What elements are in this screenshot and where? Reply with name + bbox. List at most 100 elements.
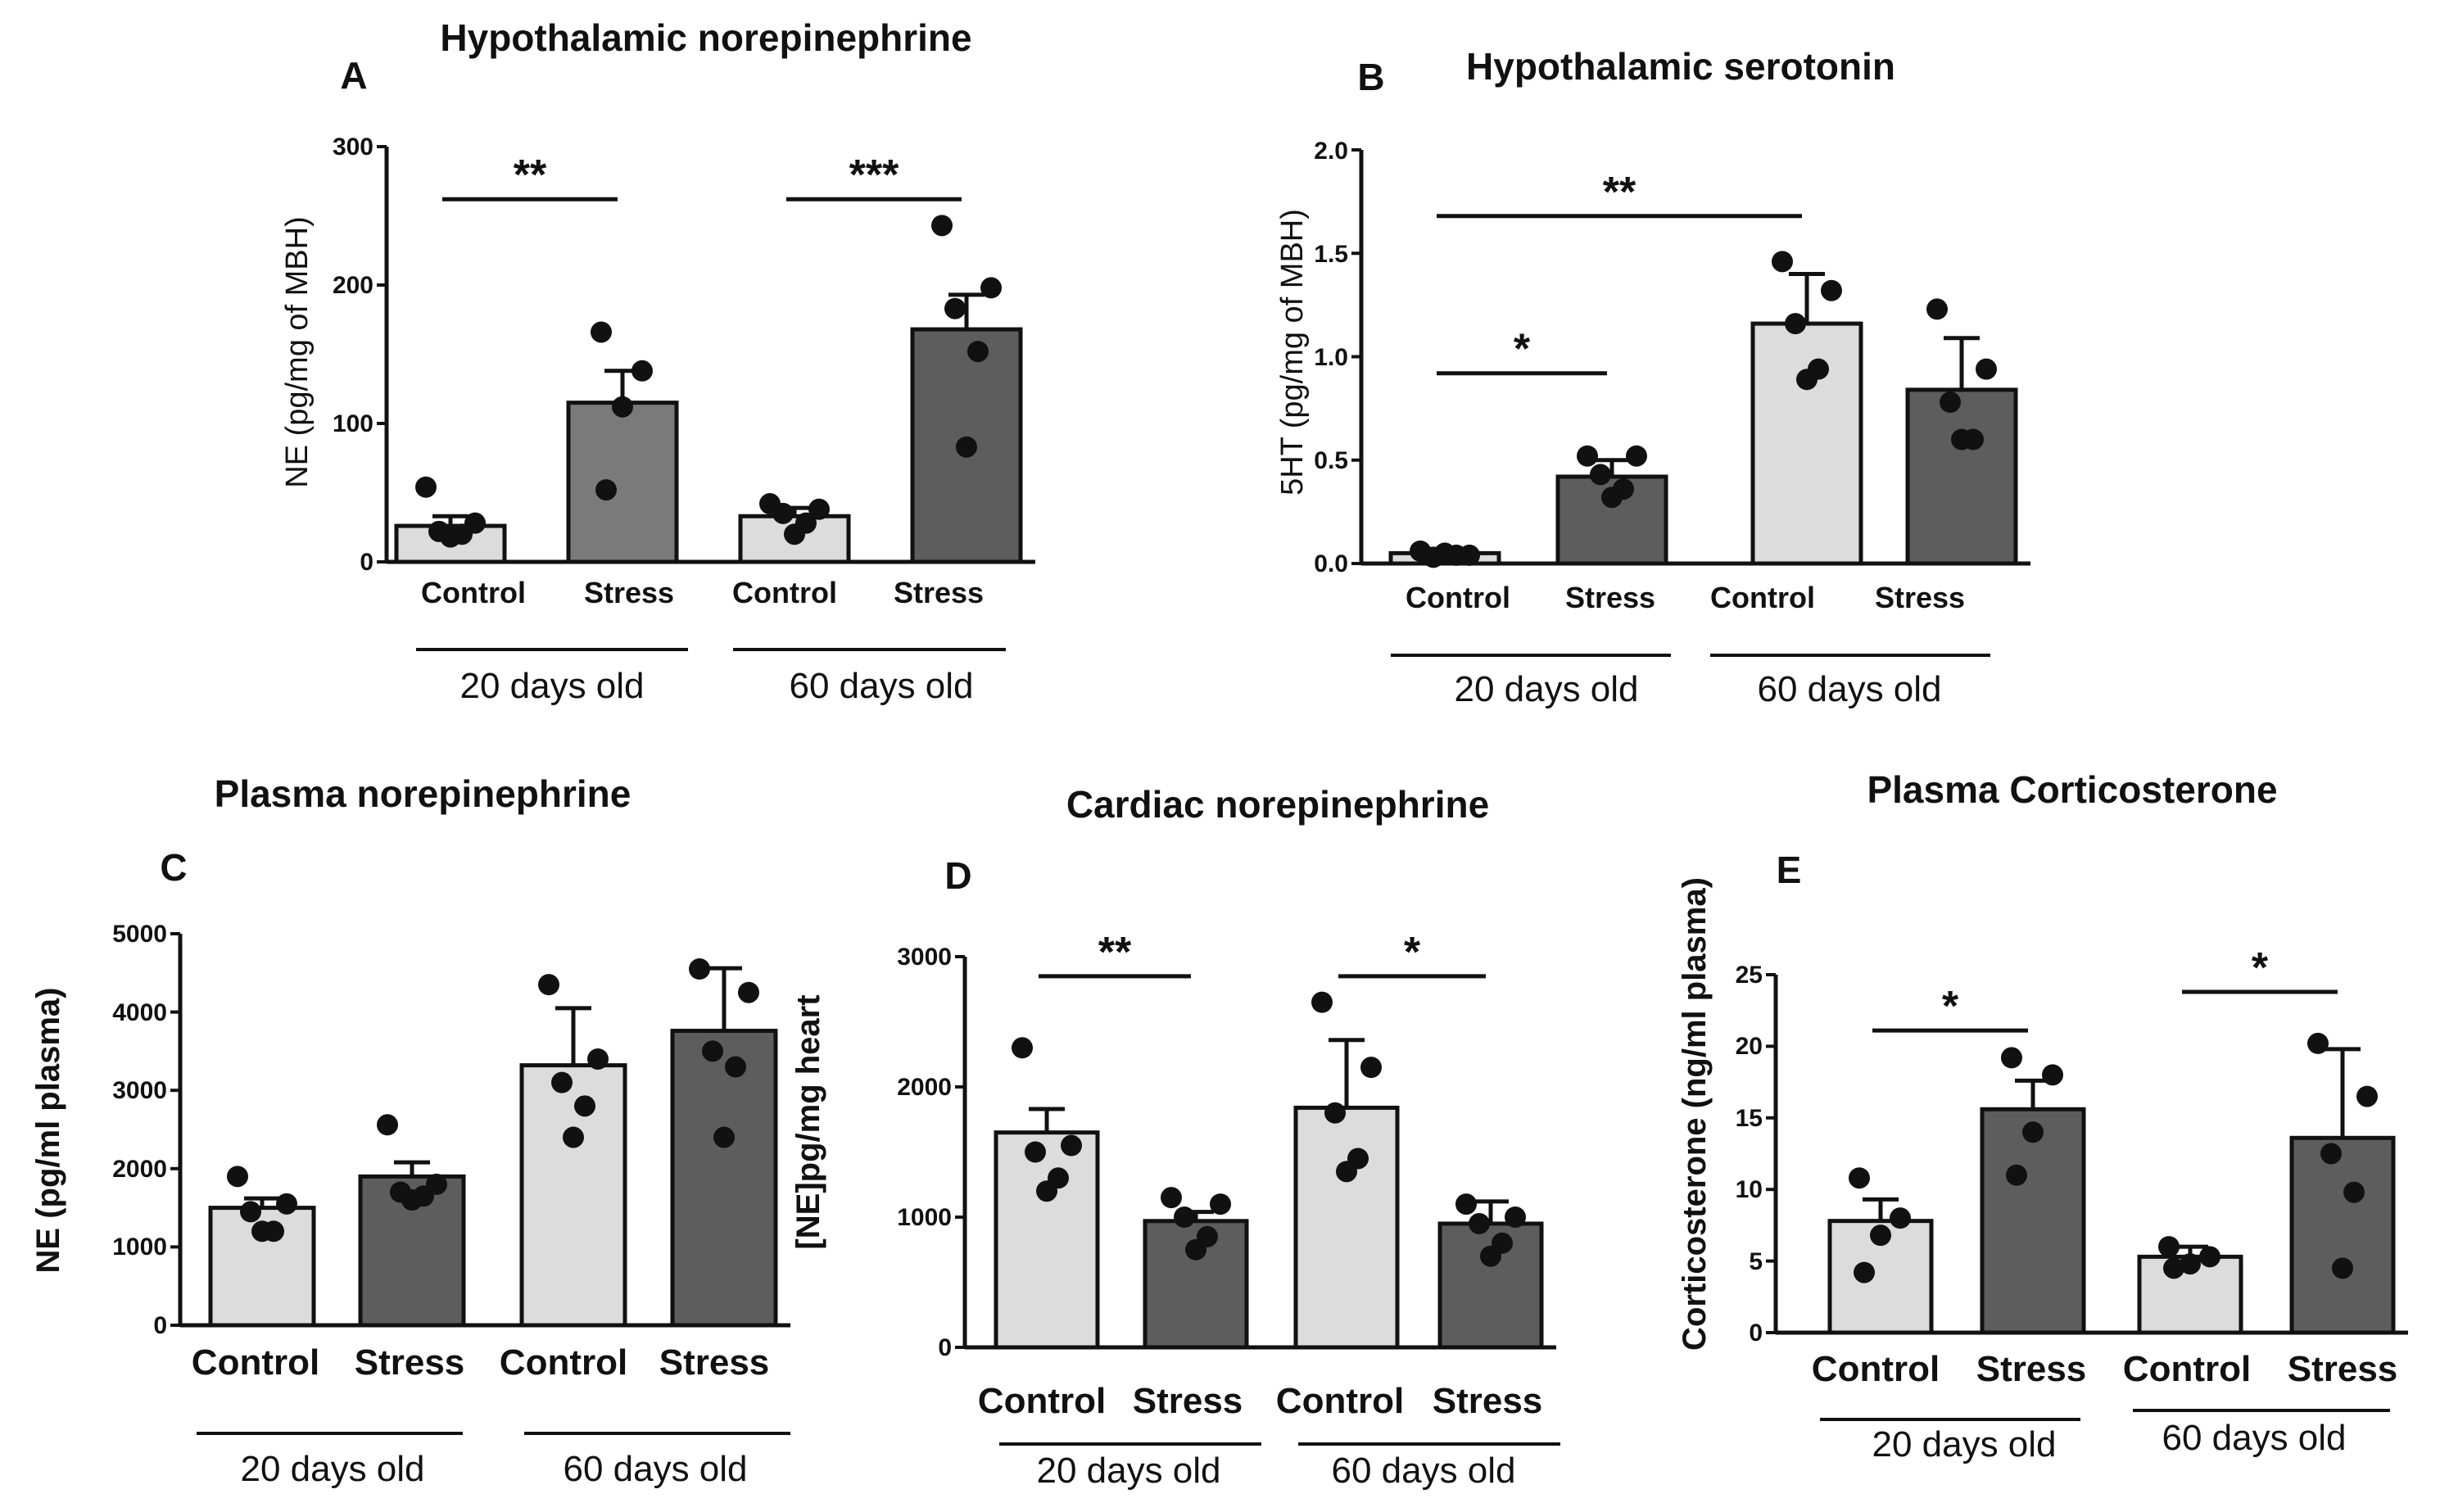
significance-label: *** — [849, 152, 899, 199]
data-point — [595, 479, 617, 501]
category-label: Control — [500, 1342, 627, 1383]
y-tick-label: 5 — [1749, 1248, 1763, 1275]
panel-e: Plasma Corticosterone E Corticosterone (… — [1677, 768, 2408, 1464]
group-label: 60 days old — [1757, 669, 1941, 709]
category-label: Control — [1276, 1381, 1404, 1421]
panel-e-letter: E — [1777, 849, 1802, 891]
data-point — [1185, 1238, 1206, 1261]
panel-b-title: Hypothalamic serotonin — [1466, 45, 1895, 88]
y-tick-label: 300 — [333, 134, 373, 161]
data-point — [1311, 991, 1333, 1013]
bar — [1293, 1105, 1400, 1350]
category-label: Control — [732, 576, 837, 609]
data-point — [538, 974, 559, 996]
data-point — [1772, 251, 1793, 273]
category-label: Control — [1812, 1349, 1940, 1389]
data-point — [1036, 1180, 1057, 1202]
data-point — [1870, 1225, 1891, 1247]
data-point — [1626, 445, 1647, 467]
category-label: Control — [978, 1381, 1106, 1421]
data-point — [2320, 1143, 2342, 1165]
data-point — [2022, 1121, 2044, 1143]
significance-label: ** — [1603, 169, 1636, 216]
panel-e-ylabel: Corticosterone (ng/ml plasma) — [1677, 877, 1713, 1351]
data-point — [702, 1040, 723, 1062]
y-tick-label: 2000 — [112, 1156, 167, 1183]
category-label: Stress — [355, 1342, 465, 1383]
data-point — [772, 502, 794, 524]
group-label: 20 days old — [1872, 1424, 2056, 1464]
y-tick-label: 1.0 — [1314, 344, 1348, 371]
data-point — [1161, 1187, 1182, 1209]
data-point — [587, 1048, 609, 1070]
bar — [2289, 1135, 2396, 1335]
data-point — [689, 958, 710, 980]
panel-b-letter: B — [1357, 56, 1384, 98]
data-point — [1940, 392, 1961, 414]
data-point — [1505, 1206, 1526, 1228]
data-point — [591, 321, 612, 343]
y-tick-label: 2000 — [897, 1074, 952, 1101]
bar — [994, 1130, 1100, 1350]
significance-label: * — [2252, 944, 2269, 992]
category-label: Stress — [659, 1342, 770, 1383]
panel-a-letter: A — [340, 54, 367, 97]
bar — [1750, 321, 1863, 566]
y-tick-label: 0 — [360, 549, 373, 576]
y-tick-label: 0.5 — [1314, 447, 1348, 474]
bar — [1905, 387, 2018, 566]
group-label: 20 days old — [240, 1449, 424, 1489]
category-label: Control — [421, 576, 526, 609]
data-point — [276, 1193, 297, 1215]
data-point — [2199, 1246, 2220, 1268]
panel-a-y-ticks: 0 100 200 300 — [333, 134, 373, 576]
data-point — [713, 1126, 735, 1148]
y-tick-label: 100 — [333, 410, 373, 437]
data-point — [1061, 1134, 1082, 1157]
group-label: 60 days old — [1331, 1451, 1515, 1491]
panel-a-category-labels: Control Stress Control Stress — [421, 576, 984, 609]
data-point — [2332, 1257, 2353, 1279]
data-point — [1324, 1102, 1346, 1124]
panel-d-y-ticks: 0 1000 2000 3000 — [897, 944, 952, 1361]
panel-e-title: Plasma Corticosterone — [1867, 768, 2277, 811]
y-tick-label: 4000 — [112, 999, 167, 1026]
data-point — [1601, 487, 1623, 509]
panel-a-title: Hypothalamic norepinephrine — [440, 16, 971, 59]
panel-c-ylabel: NE (pg/ml plasma) — [30, 988, 66, 1274]
data-point — [2356, 1085, 2378, 1107]
bar — [1437, 1221, 1544, 1350]
data-point — [931, 215, 953, 237]
panel-c-title: Plasma norepinephrine — [215, 772, 632, 815]
data-point — [2158, 1236, 2180, 1258]
panel-a-ylabel: NE (pg/mg of MBH) — [280, 216, 315, 488]
y-tick-label: 1000 — [112, 1234, 167, 1261]
y-tick-label: 10 — [1736, 1176, 1763, 1203]
significance-label: ** — [514, 152, 547, 199]
significance-label: ** — [1098, 929, 1132, 976]
data-point — [240, 1201, 261, 1223]
category-label: Stress — [1976, 1349, 2087, 1389]
group-label: 20 days old — [1036, 1451, 1220, 1491]
y-tick-label: 2.0 — [1314, 138, 1348, 165]
data-point — [574, 1095, 595, 1117]
data-point — [1951, 428, 1972, 450]
significance-label: * — [1404, 929, 1421, 976]
group-label: 60 days old — [563, 1449, 747, 1489]
significance-label: * — [1942, 983, 1959, 1030]
data-point — [944, 297, 966, 319]
bar — [566, 401, 679, 564]
data-point — [1926, 298, 1948, 320]
panel-e-y-ticks: 0 5 10 15 20 25 — [1736, 962, 1763, 1347]
data-point — [1849, 1167, 1870, 1189]
data-point — [738, 981, 759, 1003]
y-tick-label: 0 — [938, 1334, 952, 1361]
panel-d-letter: D — [944, 854, 971, 897]
data-point — [377, 1114, 398, 1136]
panel-b-marks: *** — [1351, 148, 2030, 568]
data-point — [956, 436, 977, 458]
panel-c-y-ticks: 0 1000 2000 3000 4000 5000 — [112, 921, 167, 1339]
data-point — [612, 396, 633, 418]
data-point — [1577, 445, 1598, 467]
